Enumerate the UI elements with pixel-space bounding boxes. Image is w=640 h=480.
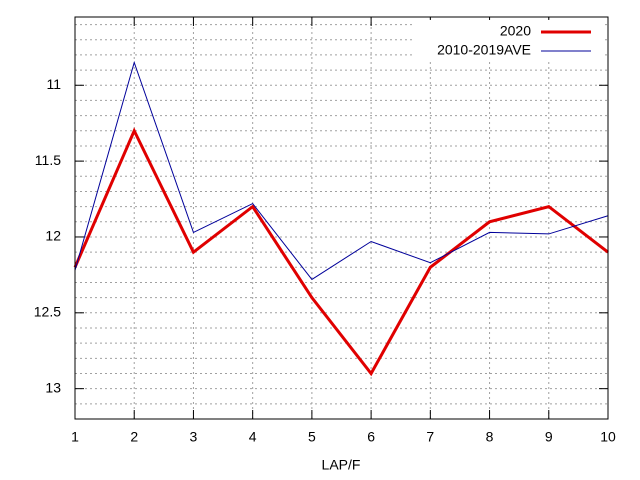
x-tick-label: 10 xyxy=(600,429,616,445)
x-tick-label: 2 xyxy=(130,429,138,445)
x-tick-label: 4 xyxy=(249,429,257,445)
legend-label: 2020 xyxy=(500,23,531,39)
plot-border xyxy=(74,16,609,420)
y-tick-label: 11 xyxy=(46,76,61,92)
y-tick-label: 12 xyxy=(45,228,61,244)
x-tick-label: 7 xyxy=(426,429,434,445)
legend-box xyxy=(415,20,605,62)
line-series xyxy=(74,60,609,281)
y-tick-label: 12.5 xyxy=(34,304,61,320)
y-tick-label: 13 xyxy=(45,379,61,395)
x-tick-label: 1 xyxy=(71,429,79,445)
legend-label: 2010-2019AVE xyxy=(437,42,531,58)
x-axis-label: LAP/F xyxy=(322,457,361,473)
x-tick-label: 9 xyxy=(545,429,553,445)
x-tick-label: 6 xyxy=(367,429,375,445)
y-tick-label: 11.5 xyxy=(35,152,61,168)
line-series xyxy=(73,127,609,377)
x-tick-label: 8 xyxy=(486,429,494,445)
x-tick-label: 5 xyxy=(308,429,316,445)
x-tick-label: 3 xyxy=(190,429,198,445)
